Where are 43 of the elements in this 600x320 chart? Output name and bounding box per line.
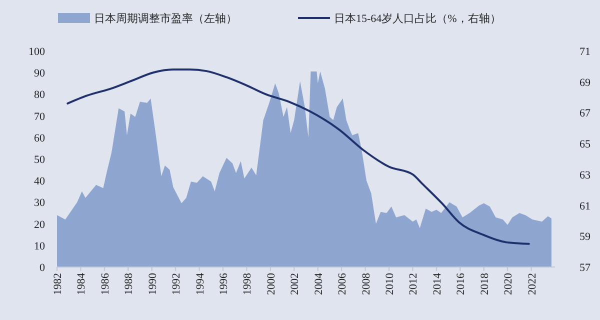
x-tick-label: 2022 — [526, 273, 538, 295]
y-tick-label: 10 — [34, 240, 46, 252]
x-tick-label: 2006 — [336, 272, 349, 295]
y2-tick-label: 69 — [580, 76, 591, 89]
x-tick-label: 2018 — [478, 272, 491, 295]
x-tick-label: 1996 — [218, 272, 230, 295]
x-tick-label: 1984 — [76, 272, 88, 295]
y2-tick-label: 57 — [580, 262, 591, 274]
y-tick-label: 60 — [34, 132, 46, 144]
x-tick-label: 1992 — [170, 273, 183, 295]
y-tick-label: 80 — [34, 89, 46, 102]
x-tick-label: 1988 — [123, 272, 136, 295]
y-tick-label: 90 — [34, 68, 46, 80]
legend-label: 日本15-64岁人口占比（%，右轴） — [334, 12, 501, 25]
y2-tick-label: 67 — [580, 108, 591, 120]
line-series — [66, 68, 530, 245]
y-tick-label: 70 — [34, 110, 46, 123]
y-tick-label: 30 — [34, 197, 46, 210]
y-tick-label: 0 — [40, 262, 46, 274]
x-tick-label: 1982 — [52, 273, 64, 295]
x-tick-label: 2014 — [431, 272, 444, 295]
x-tick-label: 1994 — [194, 272, 206, 295]
y2-tick-label: 63 — [580, 169, 591, 182]
x-tick-label: 1998 — [242, 272, 254, 295]
x-tick-label: 2016 — [455, 272, 468, 295]
x-tick-label: 2020 — [502, 272, 515, 295]
x-tick-label: 2010 — [384, 272, 396, 295]
legend-label: 日本周期调整市盈率（左轴） — [94, 12, 237, 25]
y2-tick-label: 71 — [580, 46, 590, 58]
y-tick-label: 20 — [34, 218, 46, 231]
x-tick-label: 2002 — [289, 273, 302, 295]
x-tick-label: 2008 — [360, 272, 372, 295]
y2-tick-label: 59 — [580, 231, 591, 244]
y2-tick-label: 61 — [580, 200, 590, 212]
y-tick-label: 50 — [34, 154, 46, 166]
x-tick-label: 1986 — [99, 272, 112, 295]
x-tick-label: 2012 — [408, 273, 420, 295]
y-tick-label: 40 — [34, 176, 46, 188]
x-tick-label: 1990 — [146, 272, 159, 295]
x-tick-label: 2000 — [265, 272, 278, 295]
x-tick-label: 2004 — [312, 272, 325, 295]
y-tick-label: 100 — [28, 46, 46, 58]
y2-tick-label: 65 — [580, 138, 591, 151]
